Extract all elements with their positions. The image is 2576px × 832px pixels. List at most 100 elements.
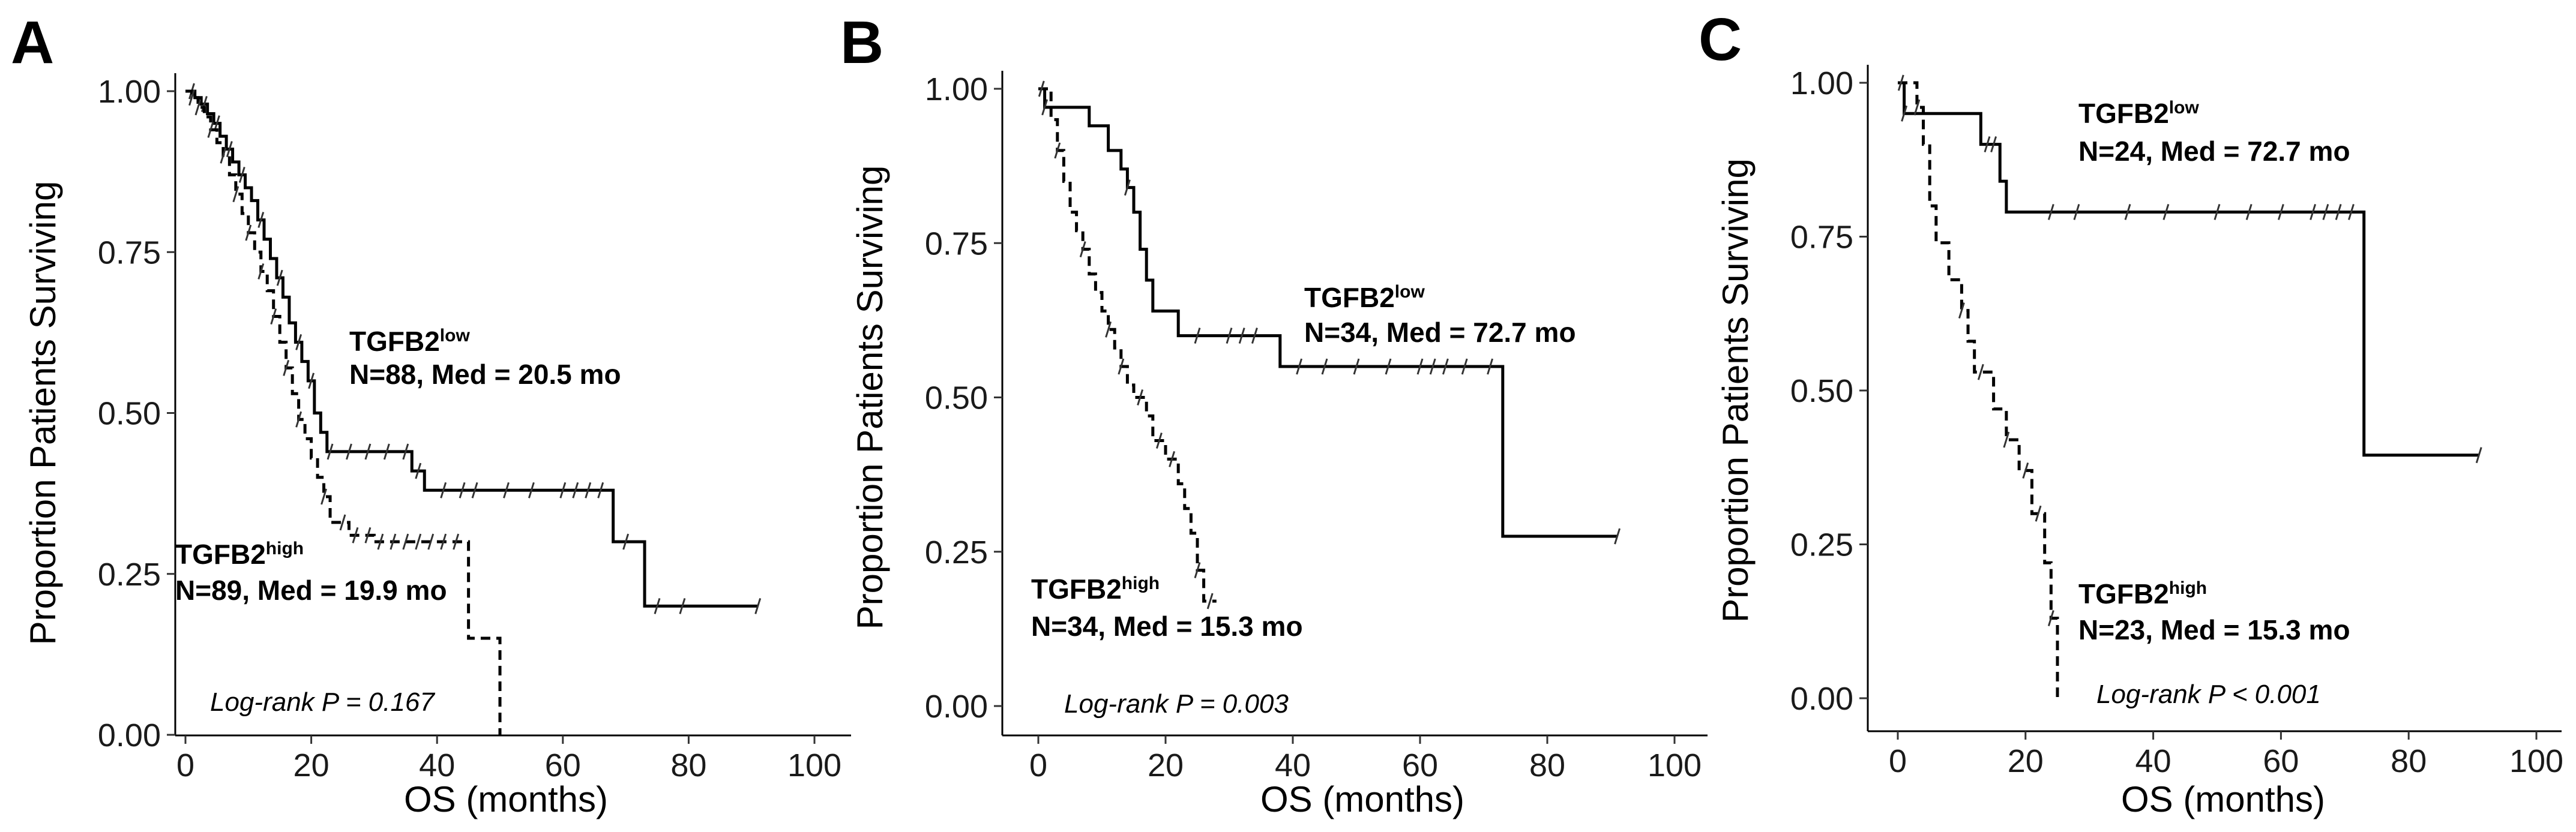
gene-name: TGFB2 (1304, 282, 1395, 313)
censor-mark (2047, 610, 2054, 627)
censor-mark (459, 482, 466, 498)
censor-mark (257, 212, 265, 229)
x-tick-label: 40 (419, 747, 455, 783)
censor-mark (559, 482, 567, 498)
logrank-pvalue: Log-rank P = 0.003 (1064, 689, 1289, 719)
censor-mark (2035, 505, 2042, 522)
censor-mark (1038, 80, 1045, 97)
annotation-low-stats: N=24, Med = 72.7 mo (2078, 136, 2350, 167)
censor-mark (2348, 204, 2355, 220)
censor-mark (295, 334, 302, 350)
gene-name: TGFB2 (349, 326, 440, 357)
censor-mark (383, 443, 390, 460)
y-tick-label: 0.25 (98, 557, 161, 593)
x-tick-label: 40 (2135, 743, 2171, 779)
censor-mark (597, 482, 604, 498)
censor-mark (295, 411, 302, 428)
censor-mark (1118, 358, 1125, 375)
censor-mark (679, 597, 686, 614)
logrank-pvalue: Log-rank P < 0.001 (2096, 680, 2321, 709)
censor-mark (220, 147, 227, 164)
censor-mark (2310, 204, 2317, 220)
gene-name: TGFB2 (1031, 573, 1122, 605)
y-tick-label: 0.00 (925, 689, 988, 725)
y-tick-label: 1.00 (1790, 65, 1853, 101)
expression-level: high (266, 539, 304, 558)
x-axis-title: OS (months) (404, 779, 608, 819)
censor-mark (1442, 358, 1449, 375)
y-tick-label: 1.00 (98, 74, 161, 110)
censor-mark (585, 482, 592, 498)
censor-mark (346, 443, 352, 460)
censor-mark (201, 96, 208, 112)
censor-mark (308, 373, 315, 389)
censor-mark (2475, 447, 2482, 464)
panel-a: A 0 20 40 60 80 100 0.00 0.25 0.50 0.75 1.00 OS (mon… (11, 9, 851, 819)
censor-mark (2213, 204, 2221, 220)
censor-mark (390, 533, 397, 550)
censor-mark (1238, 328, 1245, 344)
censor-mark (377, 533, 384, 550)
censor-mark (1321, 358, 1328, 375)
censor-mark (654, 597, 661, 614)
censor-mark (1958, 302, 1965, 319)
series-low (1898, 81, 2482, 464)
censor-mark (339, 514, 346, 531)
y-tick-label: 0.75 (1790, 220, 1853, 256)
annotation-low-stats: N=88, Med = 20.5 mo (349, 359, 621, 390)
censor-mark (1105, 321, 1112, 338)
x-tick-label: 60 (1402, 747, 1438, 783)
censor-mark (1226, 328, 1233, 344)
gene-name: TGFB2 (175, 539, 266, 570)
y-axis-title: Proportion Patients Surviving (850, 166, 890, 630)
annotation-low-label: TGFB2low (1304, 282, 1425, 313)
x-tick-label: 80 (1529, 747, 1565, 783)
censor-mark (270, 308, 277, 325)
annotation-low-label: TGFB2low (349, 326, 470, 357)
gene-name: TGFB2 (2078, 98, 2169, 129)
censor-mark (2245, 204, 2252, 220)
censor-mark (2322, 204, 2329, 220)
series-high (1038, 80, 1217, 609)
series-low (185, 83, 762, 614)
censor-mark (2162, 204, 2170, 220)
x-tick-label: 40 (1275, 747, 1311, 783)
x-tick-label: 80 (2391, 743, 2427, 779)
censor-mark (1137, 389, 1144, 406)
y-axis-title: Proportion Patients Surviving (1715, 158, 1756, 623)
censor-mark (2003, 431, 2010, 448)
censor-mark (415, 462, 422, 479)
panel-letter: B (840, 9, 883, 76)
annotation-low-stats: N=34, Med = 72.7 mo (1304, 317, 1576, 348)
expression-level: low (440, 326, 471, 346)
series-low (1038, 87, 1621, 545)
censor-mark (2124, 204, 2131, 220)
censor-mark (232, 186, 239, 203)
y-tick-label: 0.50 (1790, 373, 1853, 409)
censor-mark (320, 488, 327, 505)
x-tick-label: 80 (670, 747, 706, 783)
x-tick-label: 0 (1029, 747, 1047, 783)
y-tick-label: 0.00 (1790, 681, 1853, 717)
expression-level: low (1395, 282, 1425, 302)
censor-mark (622, 533, 630, 550)
survival-curve-high (185, 89, 502, 735)
censor-mark (327, 443, 334, 460)
censor-mark (1416, 358, 1424, 375)
x-tick-label: 100 (2509, 743, 2563, 779)
annotation-high-label: TGFB2high (2078, 578, 2207, 609)
censor-mark (2047, 204, 2054, 220)
censor-mark (188, 89, 195, 106)
panel-letter: C (1699, 6, 1742, 73)
y-tick-label: 0.25 (925, 534, 988, 570)
censor-mark (1977, 364, 1984, 380)
censor-mark (1169, 450, 1176, 467)
censor-mark (402, 533, 409, 550)
y-tick-label: 0.50 (98, 396, 161, 432)
panel-letter: A (11, 9, 54, 76)
censor-mark (1614, 528, 1621, 545)
censor-mark (440, 482, 447, 498)
censor-mark (754, 597, 762, 614)
annotation-high-label: TGFB2high (175, 539, 304, 570)
censor-mark (1990, 136, 1997, 153)
